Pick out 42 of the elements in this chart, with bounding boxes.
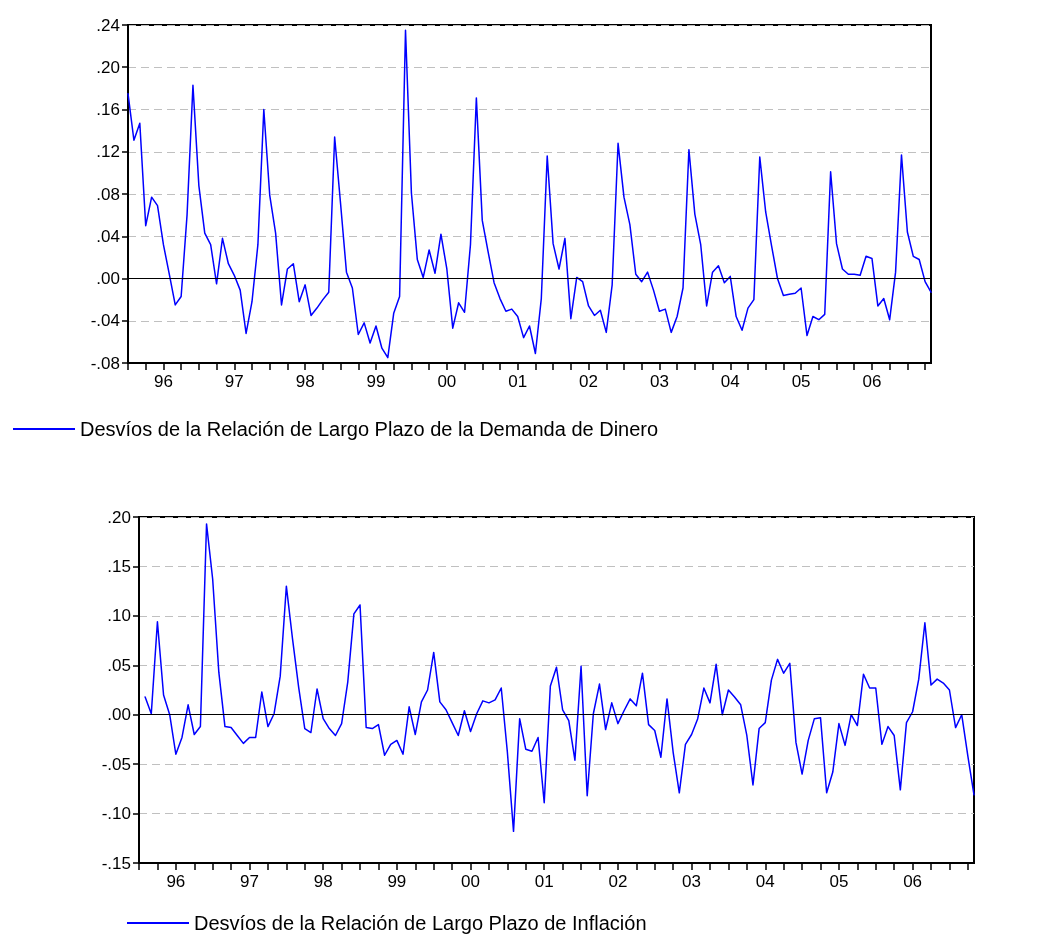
- x-tick-label: 06: [903, 872, 923, 891]
- y-tick-label: .00: [107, 705, 131, 725]
- x-tick-label: 04: [720, 372, 740, 391]
- x-tick-label: 04: [755, 872, 775, 891]
- x-tick-label: 02: [608, 872, 628, 891]
- x-tick-label: 01: [534, 872, 554, 891]
- y-tick-label: .00: [96, 269, 120, 288]
- y-tick-label: -.10: [101, 804, 131, 824]
- x-tick-label: 03: [682, 872, 702, 891]
- x-tick-label: 00: [437, 372, 457, 391]
- x-tick-label: 96: [153, 372, 173, 391]
- y-tick-label: .24: [96, 15, 120, 35]
- x-tick-label: 97: [224, 372, 244, 391]
- x-tick-label: 96: [166, 872, 186, 891]
- y-tick-label: .16: [96, 100, 120, 119]
- y-tick-label: .08: [96, 184, 120, 204]
- x-tick-label: 99: [366, 372, 386, 391]
- y-tick-label: .10: [107, 606, 131, 626]
- x-tick-label: 05: [829, 872, 849, 891]
- x-tick-label: 97: [240, 872, 259, 891]
- line-series: [144, 523, 975, 833]
- legend-label: Desvíos de la Relación de Largo Plazo de Inflación: [194, 912, 647, 934]
- x-tick-label: 06: [862, 372, 882, 391]
- legend-label: Desvíos de la Relación de Largo Plazo de la Demanda de Dinero: [80, 418, 659, 440]
- x-tick-label: 05: [791, 372, 811, 391]
- y-tick-label: .20: [107, 507, 131, 527]
- x-tick-label: 98: [313, 872, 333, 891]
- x-tick-label: 01: [508, 372, 528, 391]
- x-tick-label: 98: [295, 372, 315, 391]
- y-tick-label: -.15: [101, 853, 131, 873]
- x-tick-label: 02: [579, 372, 599, 391]
- y-tick-label: .04: [96, 226, 120, 246]
- y-tick-label: .12: [96, 142, 120, 162]
- y-tick-label: .05: [107, 655, 131, 675]
- y-tick-label: -.04: [90, 311, 120, 331]
- y-tick-label: -.05: [101, 754, 131, 774]
- x-tick-label: 00: [461, 872, 481, 891]
- x-tick-label: 99: [387, 872, 407, 891]
- y-tick-label: -.08: [90, 353, 120, 373]
- x-tick-label: 03: [649, 372, 669, 391]
- y-tick-label: .20: [96, 57, 120, 77]
- y-tick-label: .15: [107, 556, 131, 576]
